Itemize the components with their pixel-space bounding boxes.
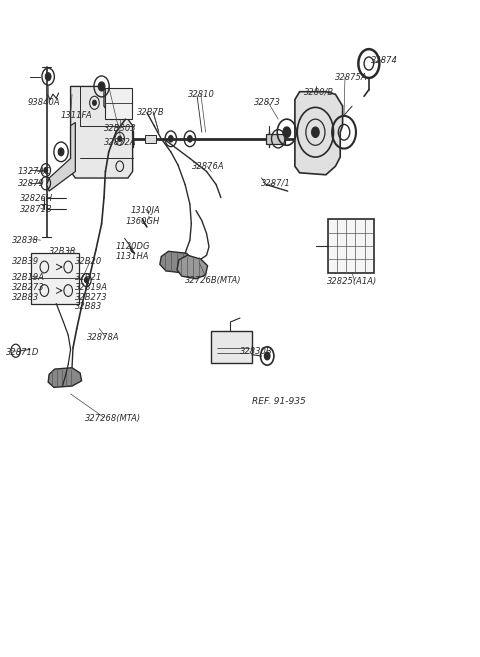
Circle shape (45, 73, 51, 81)
Text: 1120DG: 1120DG (116, 242, 150, 250)
Text: 1360GH: 1360GH (125, 217, 160, 227)
Text: 93840A: 93840A (28, 99, 60, 107)
Text: 32873: 32873 (254, 99, 281, 107)
Text: 32B303: 32B303 (104, 124, 137, 133)
Text: REF. 91-935: REF. 91-935 (252, 397, 306, 406)
Text: 32B20: 32B20 (75, 258, 103, 266)
Text: 32875A: 32875A (336, 74, 368, 82)
Text: 32810: 32810 (188, 90, 215, 99)
Text: 32B273: 32B273 (75, 292, 108, 302)
Text: 32B83: 32B83 (12, 292, 39, 302)
Circle shape (188, 135, 192, 142)
Text: 32830B: 32830B (240, 347, 273, 356)
Text: 32876A: 32876A (192, 162, 225, 171)
Text: 32826H: 32826H (21, 194, 54, 204)
Text: 32B7B: 32B7B (137, 108, 165, 117)
Text: 1327AC: 1327AC (18, 167, 51, 176)
Polygon shape (177, 255, 207, 279)
Circle shape (264, 352, 270, 360)
Text: 32B19A: 32B19A (75, 283, 108, 292)
Polygon shape (48, 368, 82, 388)
Text: 3280/B: 3280/B (304, 87, 335, 96)
Text: 32871B: 32871B (21, 205, 53, 214)
Polygon shape (160, 251, 193, 273)
Text: 327268(MTA): 327268(MTA) (85, 415, 141, 423)
Text: 32B273: 32B273 (12, 283, 45, 292)
Bar (31, 252, 79, 304)
Polygon shape (71, 87, 132, 178)
Text: 32B39: 32B39 (12, 258, 39, 266)
Bar (211, 331, 252, 363)
Circle shape (84, 277, 88, 283)
Text: 1310JA: 1310JA (130, 206, 160, 215)
Bar (144, 135, 156, 143)
Text: 32B83: 32B83 (75, 302, 103, 311)
Text: 32726B(MTA): 32726B(MTA) (185, 275, 241, 284)
Circle shape (118, 136, 121, 141)
Text: 32B38: 32B38 (49, 247, 76, 256)
Bar (266, 133, 285, 144)
Bar (328, 219, 373, 273)
Text: 32871D: 32871D (6, 348, 39, 357)
Text: 32B19A: 32B19A (12, 273, 45, 282)
Circle shape (283, 127, 290, 137)
Text: 1131HA: 1131HA (116, 252, 149, 261)
Text: 32874: 32874 (371, 56, 398, 65)
Circle shape (44, 168, 48, 173)
Text: 3287/1: 3287/1 (262, 179, 291, 188)
Text: 1311FA: 1311FA (61, 112, 93, 120)
Bar (106, 88, 132, 119)
Circle shape (58, 148, 64, 156)
Text: 32838: 32838 (12, 236, 39, 244)
Polygon shape (47, 122, 75, 191)
Polygon shape (295, 92, 343, 175)
Circle shape (168, 135, 173, 142)
Polygon shape (129, 245, 135, 254)
Circle shape (93, 100, 96, 105)
Circle shape (98, 82, 105, 91)
Text: 32825(A1A): 32825(A1A) (327, 277, 377, 286)
Text: 32B21: 32B21 (75, 273, 103, 282)
Text: 32879: 32879 (18, 179, 45, 188)
Text: 32878A: 32878A (87, 333, 120, 342)
Polygon shape (142, 219, 147, 227)
Circle shape (312, 127, 319, 137)
Text: 32872A: 32872A (104, 137, 137, 147)
